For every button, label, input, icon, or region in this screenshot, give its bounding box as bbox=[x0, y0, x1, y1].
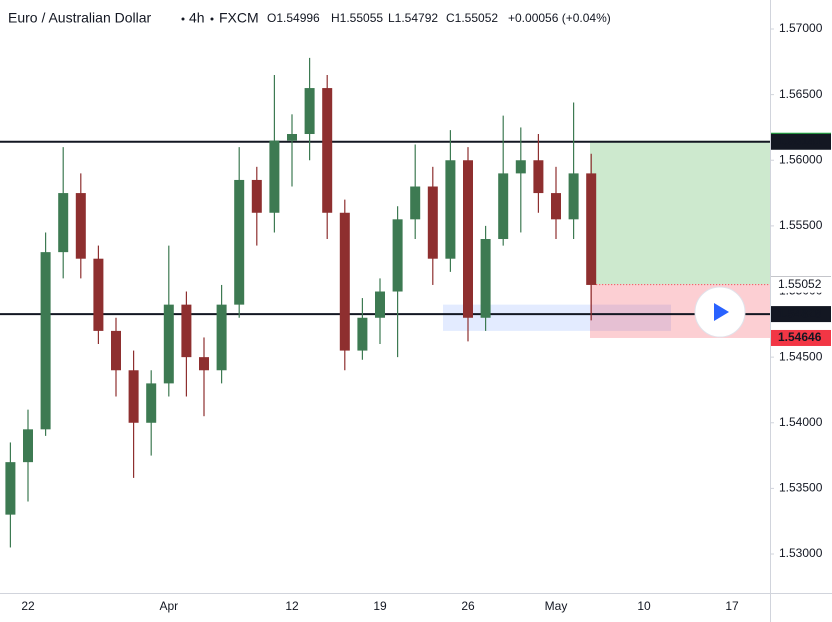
profit-zone bbox=[590, 140, 770, 285]
source: FXCM bbox=[219, 10, 259, 26]
price-label-bg bbox=[771, 276, 831, 293]
candle-body bbox=[304, 88, 315, 135]
price-label: 1.55052 bbox=[778, 277, 822, 291]
price-label-bg bbox=[771, 329, 831, 346]
candle-body bbox=[163, 304, 174, 384]
candle-body bbox=[58, 193, 69, 253]
candle-body bbox=[480, 239, 491, 318]
change-value: +0.00056 (+0.04%) bbox=[508, 11, 611, 25]
y-tick-label: 1.56000 bbox=[779, 152, 823, 166]
interval: 4h bbox=[189, 10, 205, 26]
candle-body bbox=[40, 252, 51, 430]
separator bbox=[181, 17, 185, 21]
candle-body bbox=[75, 193, 86, 259]
candle-body bbox=[586, 173, 597, 285]
candle-body bbox=[568, 173, 579, 220]
candle-body bbox=[375, 291, 385, 318]
candle-body bbox=[23, 429, 33, 463]
y-tick-label: 1.56500 bbox=[779, 87, 823, 101]
play-icon[interactable] bbox=[714, 303, 729, 321]
candle-body bbox=[392, 219, 403, 292]
y-tick-label: 1.53500 bbox=[779, 481, 823, 495]
price-label: 1.54646 bbox=[778, 330, 822, 344]
candle-body bbox=[445, 160, 456, 259]
candle-body bbox=[551, 193, 561, 220]
x-tick-label: 26 bbox=[461, 599, 475, 613]
candle-body bbox=[199, 357, 209, 371]
y-tick-label: 1.54500 bbox=[779, 349, 823, 363]
symbol-title: Euro / Australian Dollar bbox=[8, 10, 152, 26]
candle-body bbox=[128, 370, 139, 423]
candle-body bbox=[427, 186, 438, 259]
low-value: L1.54792 bbox=[388, 11, 438, 25]
candle-body bbox=[498, 173, 509, 240]
candle-body bbox=[181, 304, 192, 358]
candle-body bbox=[234, 179, 245, 305]
candle-body bbox=[410, 186, 421, 220]
price-label-bg bbox=[771, 306, 831, 323]
header-background bbox=[2, 6, 614, 30]
x-tick-label: 17 bbox=[725, 599, 739, 613]
candle-body bbox=[146, 383, 157, 423]
candle-body bbox=[269, 140, 280, 213]
candle-body bbox=[5, 462, 16, 515]
y-tick-label: 1.53000 bbox=[779, 546, 823, 560]
y-tick-label: 1.54000 bbox=[779, 415, 823, 429]
x-tick-label: Apr bbox=[159, 599, 178, 613]
x-tick-label: 22 bbox=[21, 599, 35, 613]
candle-body bbox=[287, 134, 297, 141]
candle-body bbox=[515, 160, 526, 174]
candle-body bbox=[533, 160, 544, 194]
candle-body bbox=[216, 304, 227, 371]
high-value: H1.55055 bbox=[331, 11, 383, 25]
candle-body bbox=[339, 212, 350, 351]
close-value: C1.55052 bbox=[446, 11, 498, 25]
price-label: 1.54828 bbox=[778, 306, 822, 320]
price-label-bg bbox=[771, 133, 831, 150]
candle-body bbox=[93, 258, 104, 331]
candle-body bbox=[111, 330, 121, 371]
y-tick-label: 1.57000 bbox=[779, 21, 823, 35]
price-label: 1.56141 bbox=[778, 134, 822, 148]
play-button[interactable] bbox=[694, 286, 746, 338]
open-value: O1.54996 bbox=[267, 11, 320, 25]
separator bbox=[210, 17, 214, 21]
candle-body bbox=[463, 160, 473, 318]
candle-body bbox=[357, 317, 368, 351]
x-tick-label: 10 bbox=[637, 599, 651, 613]
header: Euro / Australian Dollar 4h FXCM O1.5499… bbox=[2, 6, 614, 30]
candle-body bbox=[322, 88, 333, 213]
y-tick-label: 1.55500 bbox=[779, 218, 823, 232]
candle-body bbox=[251, 179, 262, 213]
x-tick-label: 12 bbox=[285, 599, 299, 613]
x-tick-label: 19 bbox=[373, 599, 387, 613]
x-tick-label: May bbox=[545, 599, 568, 613]
